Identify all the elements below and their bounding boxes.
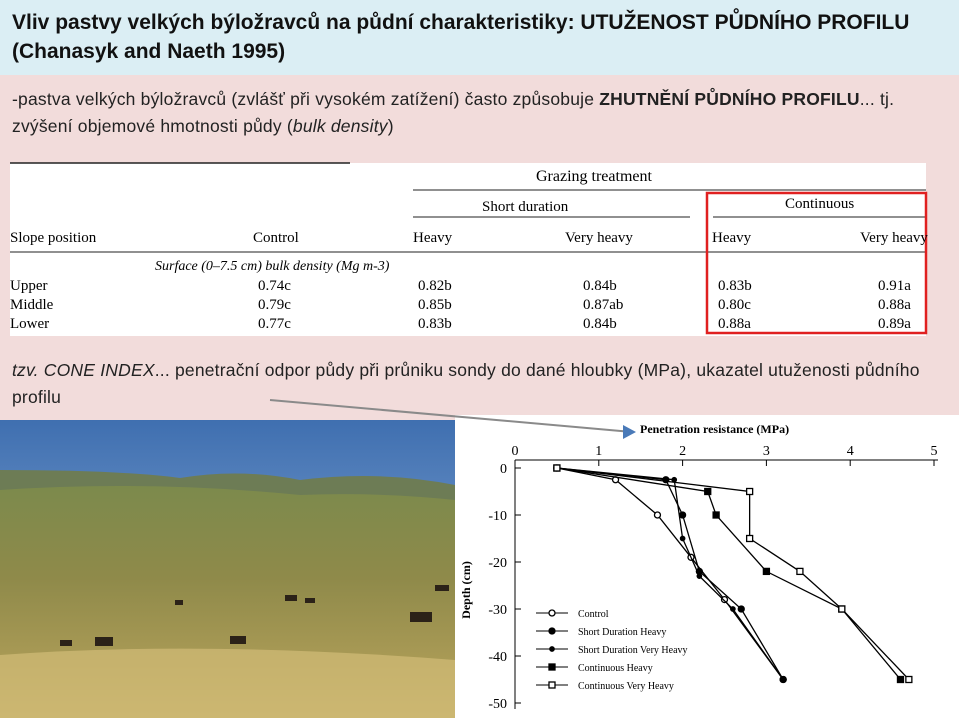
- italic-text: bulk density: [292, 116, 388, 136]
- text: ... tj. zvýšení objemové hmotnosti půdy …: [12, 89, 895, 136]
- x-axis-label: Penetration resistance (MPa): [640, 422, 789, 436]
- table-cell: 0.83b: [718, 278, 752, 294]
- text: ): [387, 116, 394, 136]
- marker: [780, 676, 787, 683]
- legend-label: Control: [578, 609, 609, 620]
- table-cell: 0.88a: [878, 297, 911, 313]
- table-cell: 0.77c: [258, 316, 291, 332]
- series-line: [556, 467, 784, 680]
- legend-marker: [548, 627, 556, 635]
- y-tick-label: -20: [488, 556, 507, 571]
- y-tick-label: -10: [488, 509, 507, 524]
- marker: [653, 511, 662, 519]
- table-cell: 0.80c: [718, 297, 751, 313]
- slide-title: Vliv pastvy velkých býložravců na půdní …: [12, 11, 910, 63]
- row-label: Lower: [10, 316, 49, 332]
- text: ... penetrační odpor půdy při průniku so…: [12, 360, 920, 407]
- legend-marker: [548, 681, 556, 689]
- marker: [905, 675, 913, 684]
- marker: [838, 605, 846, 613]
- x-tick-label: 5: [931, 444, 938, 459]
- series-line: [556, 467, 784, 680]
- legend-label: Continuous Very Heavy: [578, 681, 674, 692]
- italic-text: tzv. CONE INDEX: [12, 360, 155, 380]
- series-line: [556, 467, 784, 680]
- marker: [712, 511, 720, 519]
- y-axis-label: Depth (cm): [459, 561, 473, 619]
- legend-label: Continuous Heavy: [578, 663, 653, 674]
- table-cell: 0.74c: [258, 278, 291, 294]
- legend-label: Short Duration Very Heavy: [578, 645, 688, 656]
- table-cell: 0.83b: [418, 316, 452, 332]
- arrow: [269, 399, 633, 433]
- marker: [796, 567, 804, 576]
- legend-marker: [548, 663, 556, 671]
- x-tick-label: 0: [512, 444, 519, 459]
- table-title: Grazing treatment: [536, 168, 653, 185]
- marker: [745, 534, 754, 543]
- series-line: [556, 467, 901, 680]
- table-cell: 0.84b: [583, 316, 617, 332]
- marker: [737, 605, 745, 613]
- row-label: Upper: [10, 278, 48, 294]
- table-cell: 0.85b: [418, 297, 452, 313]
- marker: [671, 476, 678, 483]
- y-tick-label: -30: [488, 603, 507, 618]
- cone-text: tzv. CONE INDEX... penetrační odpor půdy…: [12, 357, 947, 411]
- table-cell: 0.88a: [718, 316, 751, 332]
- table-cell: 0.84b: [583, 278, 617, 294]
- row-label: Middle: [10, 297, 54, 313]
- column-header: Very heavy: [860, 230, 928, 246]
- y-tick-label: -50: [488, 697, 507, 712]
- y-tick-label: 0: [500, 462, 507, 477]
- marker: [745, 487, 754, 496]
- column-header: Heavy: [413, 230, 453, 246]
- marker: [696, 573, 703, 579]
- x-tick-label: 2: [679, 444, 686, 459]
- highlight-box: [705, 191, 928, 335]
- table-cell: 0.89a: [878, 316, 911, 332]
- group-header: Continuous: [785, 196, 854, 212]
- table-cell: 0.82b: [418, 278, 452, 294]
- marker: [896, 675, 905, 684]
- x-tick-label: 3: [763, 444, 770, 459]
- table-cell: 0.87ab: [583, 297, 623, 313]
- column-header: Very heavy: [565, 230, 633, 246]
- subheading: Surface (0–7.5 cm) bulk density (Mg m-3): [155, 259, 390, 274]
- marker: [678, 511, 687, 519]
- column-header: Control: [253, 230, 299, 246]
- series-line: [556, 467, 910, 680]
- group-header: Short duration: [482, 199, 569, 215]
- column-header: Heavy: [712, 230, 752, 246]
- marker: [720, 595, 729, 604]
- x-tick-label: 1: [595, 444, 602, 459]
- intro-text: -pastva velkých býložravců (zvlášť při v…: [12, 86, 942, 140]
- legend-marker: [548, 609, 556, 617]
- title-bar: [0, 0, 959, 75]
- marker: [762, 567, 771, 576]
- marker: [679, 535, 686, 542]
- bold-text: ZHUTNĚNÍ PŮDNÍHO PROFILU: [599, 89, 860, 109]
- column-header: Slope position: [10, 230, 97, 246]
- table-cell: 0.79c: [258, 297, 291, 313]
- y-tick-label: -40: [488, 650, 507, 665]
- marker: [730, 606, 736, 612]
- legend-marker: [549, 646, 555, 652]
- table-cell: 0.91a: [878, 278, 911, 294]
- x-tick-label: 4: [847, 444, 854, 459]
- arrowhead: [623, 425, 636, 439]
- legend-label: Short Duration Heavy: [578, 627, 666, 638]
- text: -pastva velkých býložravců (zvlášť při v…: [12, 89, 600, 109]
- marker: [704, 487, 712, 496]
- marker: [553, 464, 561, 472]
